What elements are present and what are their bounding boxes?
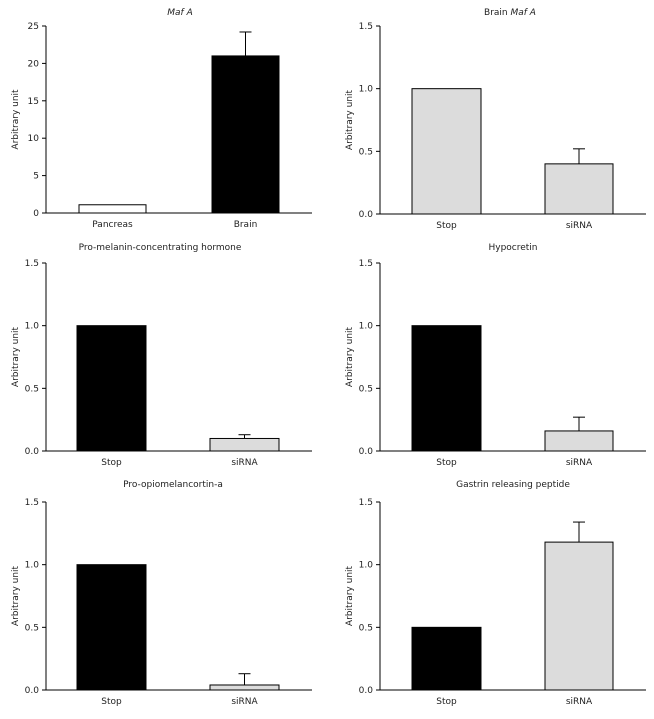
y-tick-label: 1.0	[359, 322, 374, 332]
y-tick-label: 10	[28, 134, 40, 144]
y-tick-label: 1.5	[359, 498, 373, 508]
y-tick-label: 1.5	[25, 498, 39, 508]
y-axis-title: Arbitrary unit	[11, 326, 21, 387]
x-tick-label: Stop	[436, 458, 457, 468]
y-tick-label: 0.0	[359, 447, 374, 457]
bar-stop	[411, 88, 482, 215]
y-tick-label: 20	[28, 59, 40, 69]
y-tick-label: 0.0	[25, 686, 40, 696]
bar-sirna	[209, 684, 280, 691]
y-tick-label: 0.0	[25, 447, 40, 457]
y-tick-label: 1.0	[25, 322, 40, 332]
x-tick-label: siRNA	[566, 458, 593, 468]
chart-title: Brain Maf A	[484, 8, 536, 18]
chart-title: Hypocretin	[488, 243, 537, 253]
x-tick-label: Stop	[436, 697, 457, 707]
y-tick-label: 0.5	[25, 384, 39, 394]
y-tick-label: 1.5	[25, 259, 39, 269]
x-tick-label: Stop	[101, 697, 122, 707]
y-tick-label: 1.0	[25, 561, 40, 571]
x-tick-label: siRNA	[566, 697, 593, 707]
y-tick-label: 1.0	[359, 561, 374, 571]
bar-stop	[76, 564, 147, 691]
x-tick-label: Stop	[101, 458, 122, 468]
chart-title: Gastrin releasing peptide	[456, 480, 570, 490]
bar-pancreas	[78, 204, 147, 214]
chart-panel-4: Hypocretin 0.0 0.5 1.0 1.5 Arbitrary unit Stop…	[345, 243, 646, 468]
x-tick-label: siRNA	[231, 458, 258, 468]
bar-sirna	[544, 163, 614, 215]
bar-sirna	[544, 541, 614, 691]
y-tick-label: 25	[28, 22, 39, 32]
y-tick-label: 0.5	[359, 384, 373, 394]
bar-stop	[411, 325, 482, 452]
x-tick-label: siRNA	[566, 221, 593, 231]
y-axis-title: Arbitrary unit	[11, 565, 21, 626]
x-tick-label: siRNA	[231, 697, 258, 707]
x-tick-label: Stop	[436, 221, 457, 231]
y-tick-label: 0	[33, 209, 39, 219]
bar-stop	[411, 626, 482, 691]
chart-panel-1: Maf A 0 5 10 15 20 25 Arbitrary unit Pancreas Bra…	[11, 8, 312, 230]
bar-sirna	[544, 430, 614, 452]
x-tick-label: Pancreas	[92, 220, 133, 230]
chart-panel-3: Pro-melanin-concentrating hormone 0.0 0.5 1…	[11, 243, 312, 468]
y-axis-title: Arbitrary unit	[345, 565, 355, 626]
y-tick-label: 0.0	[359, 686, 374, 696]
y-tick-label: 1.5	[359, 259, 373, 269]
y-tick-label: 1.5	[359, 22, 373, 32]
y-tick-label: 15	[28, 97, 39, 107]
y-tick-label: 5	[33, 172, 39, 182]
y-tick-label: 0.5	[359, 147, 373, 157]
x-tick-label: Brain	[234, 220, 258, 230]
bar-brain	[211, 55, 280, 214]
y-axis-title: Arbitrary unit	[345, 89, 355, 150]
bar-sirna	[209, 437, 280, 452]
y-axis-title: Arbitrary unit	[345, 326, 355, 387]
y-tick-label: 0.5	[359, 623, 373, 633]
y-tick-label: 0.5	[25, 623, 39, 633]
chart-title: Pro-melanin-concentrating hormone	[79, 243, 242, 253]
chart-panel-6: Gastrin releasing peptide 0.0 0.5 1.0 1.5 Arb…	[345, 480, 646, 707]
y-tick-label: 1.0	[359, 85, 374, 95]
chart-panel-2: Brain Maf A 0.0 0.5 1.0 1.5 Arbitrary unit Sto…	[345, 8, 646, 231]
chart-panel-5: Pro-opiomelancortin-a 0.0 0.5 1.0 1.5 Arbitra…	[11, 480, 312, 707]
bar-stop	[76, 325, 147, 452]
chart-title: Maf A	[167, 8, 192, 18]
y-tick-label: 0.0	[359, 210, 374, 220]
chart-title: Pro-opiomelancortin-a	[123, 480, 223, 490]
y-axis-title: Arbitrary unit	[11, 89, 21, 150]
